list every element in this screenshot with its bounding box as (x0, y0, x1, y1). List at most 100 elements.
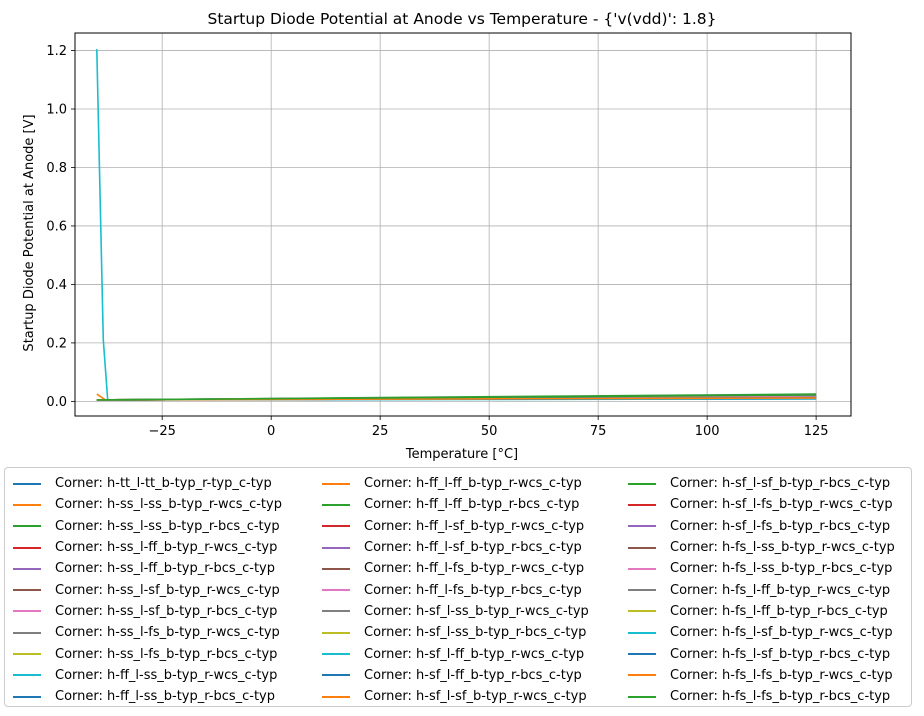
legend-item: Corner: h-fs_l-fs_b-typ_r-wcs_c-typ (620, 665, 895, 686)
legend-label: Corner: h-sf_l-ff_b-typ_r-wcs_c-typ (364, 646, 585, 662)
legend: Corner: h-tt_l-tt_b-typ_r-typ_c-typ Corne… (4, 467, 912, 707)
legend-item: Corner: h-ss_l-ss_b-typ_r-bcs_c-typ (5, 516, 282, 537)
series-line (96, 394, 817, 401)
legend-swatch (13, 589, 41, 592)
legend-swatch (322, 674, 350, 677)
legend-label: Corner: h-fs_l-ss_b-typ_r-wcs_c-typ (670, 540, 895, 556)
legend-swatch (322, 525, 350, 528)
legend-swatch (322, 503, 350, 506)
legend-label: Corner: h-sf_l-ff_b-typ_r-bcs_c-typ (364, 667, 582, 683)
legend-item: Corner: h-fs_l-ss_b-typ_r-bcs_c-typ (620, 558, 895, 579)
legend-label: Corner: h-tt_l-tt_b-typ_r-typ_c-typ (55, 476, 272, 492)
legend-swatch (628, 567, 656, 570)
legend-label: Corner: h-ff_l-sf_b-typ_r-wcs_c-typ (364, 518, 585, 534)
legend-label: Corner: h-ss_l-fs_b-typ_r-wcs_c-typ (55, 625, 280, 641)
legend-item: Corner: h-sf_l-ss_b-typ_r-bcs_c-typ (314, 622, 589, 643)
legend-item: Corner: h-ss_l-fs_b-typ_r-bcs_c-typ (5, 643, 282, 664)
x-tick-label: 50 (481, 424, 498, 439)
legend-swatch (628, 503, 656, 506)
y-tick-label: 0.0 (46, 395, 67, 410)
series-line (96, 49, 817, 401)
legend-label: Corner: h-ff_l-ss_b-typ_r-wcs_c-typ (55, 667, 278, 683)
legend-item: Corner: h-sf_l-sf_b-typ_r-wcs_c-typ (314, 686, 589, 707)
legend-item: Corner: h-tt_l-tt_b-typ_r-typ_c-typ (5, 473, 282, 494)
legend-swatch (628, 525, 656, 528)
legend-label: Corner: h-sf_l-sf_b-typ_r-wcs_c-typ (364, 689, 587, 705)
legend-item: Corner: h-fs_l-sf_b-typ_r-bcs_c-typ (620, 643, 895, 664)
legend-label: Corner: h-ss_l-ff_b-typ_r-bcs_c-typ (55, 561, 275, 577)
y-axis-label: Startup Diode Potential at Anode [V] (22, 114, 37, 351)
legend-label: Corner: h-ss_l-ff_b-typ_r-wcs_c-typ (55, 540, 278, 556)
legend-label: Corner: h-ff_l-sf_b-typ_r-bcs_c-typ (364, 540, 582, 556)
x-tick-label: 100 (695, 424, 720, 439)
legend-item: Corner: h-sf_l-ff_b-typ_r-wcs_c-typ (314, 643, 589, 664)
legend-label: Corner: h-sf_l-sf_b-typ_r-bcs_c-typ (670, 476, 891, 492)
x-tick-label: 25 (372, 424, 389, 439)
legend-item: Corner: h-fs_l-ff_b-typ_r-bcs_c-typ (620, 601, 895, 622)
legend-label: Corner: h-sf_l-fs_b-typ_r-bcs_c-typ (670, 518, 891, 534)
legend-swatch (628, 482, 656, 485)
legend-label: Corner: h-fs_l-ff_b-typ_r-wcs_c-typ (670, 582, 891, 598)
legend-item: Corner: h-sf_l-fs_b-typ_r-bcs_c-typ (620, 516, 895, 537)
legend-swatch (322, 567, 350, 570)
legend-swatch (13, 631, 41, 634)
legend-swatch (628, 589, 656, 592)
legend-swatch (628, 631, 656, 634)
legend-column: Corner: h-ff_l-ff_b-typ_r-wcs_c-typ Corne… (314, 473, 589, 707)
legend-item: Corner: h-fs_l-ff_b-typ_r-wcs_c-typ (620, 579, 895, 600)
legend-item: Corner: h-ff_l-sf_b-typ_r-bcs_c-typ (314, 537, 589, 558)
x-tick-label: 125 (804, 424, 829, 439)
legend-item: Corner: h-ff_l-sf_b-typ_r-wcs_c-typ (314, 516, 589, 537)
legend-item: Corner: h-sf_l-fs_b-typ_r-wcs_c-typ (620, 494, 895, 515)
legend-swatch (628, 653, 656, 656)
legend-label: Corner: h-fs_l-ss_b-typ_r-bcs_c-typ (670, 561, 893, 577)
legend-label: Corner: h-fs_l-sf_b-typ_r-wcs_c-typ (670, 625, 893, 641)
legend-swatch (13, 695, 41, 698)
legend-label: Corner: h-ss_l-sf_b-typ_r-bcs_c-typ (55, 603, 278, 619)
legend-label: Corner: h-sf_l-ss_b-typ_r-bcs_c-typ (364, 625, 587, 641)
legend-label: Corner: h-ss_l-sf_b-typ_r-wcs_c-typ (55, 582, 280, 598)
legend-item: Corner: h-fs_l-sf_b-typ_r-wcs_c-typ (620, 622, 895, 643)
legend-label: Corner: h-fs_l-fs_b-typ_r-wcs_c-typ (670, 667, 893, 683)
legend-swatch (322, 653, 350, 656)
legend-label: Corner: h-fs_l-ff_b-typ_r-bcs_c-typ (670, 603, 888, 619)
legend-swatch (13, 653, 41, 656)
legend-label: Corner: h-ss_l-fs_b-typ_r-bcs_c-typ (55, 646, 278, 662)
legend-swatch (322, 631, 350, 634)
legend-swatch (13, 567, 41, 570)
legend-swatch (628, 610, 656, 613)
series-lines (96, 49, 817, 401)
legend-column: Corner: h-sf_l-sf_b-typ_r-bcs_c-typ Corne… (620, 473, 895, 707)
legend-swatch (322, 546, 350, 549)
x-tick-label: 0 (267, 424, 275, 439)
legend-item: Corner: h-ss_l-sf_b-typ_r-bcs_c-typ (5, 601, 282, 622)
legend-swatch (628, 546, 656, 549)
legend-item: Corner: h-fs_l-ss_b-typ_r-wcs_c-typ (620, 537, 895, 558)
plot-frame (74, 32, 852, 417)
legend-label: Corner: h-ff_l-ss_b-typ_r-bcs_c-typ (55, 689, 275, 705)
legend-item: Corner: h-ss_l-ff_b-typ_r-wcs_c-typ (5, 537, 282, 558)
y-tick-label: 0.2 (46, 336, 67, 351)
legend-label: Corner: h-ff_l-fs_b-typ_r-wcs_c-typ (364, 561, 585, 577)
legend-swatch (13, 482, 41, 485)
legend-item: Corner: h-ss_l-sf_b-typ_r-wcs_c-typ (5, 579, 282, 600)
y-tick-label: 0.6 (46, 219, 67, 234)
legend-item: Corner: h-fs_l-fs_b-typ_r-bcs_c-typ (620, 686, 895, 707)
legend-item: Corner: h-ff_l-ss_b-typ_r-wcs_c-typ (5, 665, 282, 686)
legend-item: Corner: h-ss_l-ss_b-typ_r-wcs_c-typ (5, 494, 282, 515)
x-axis-label: Temperature [°C] (405, 447, 518, 462)
legend-item: Corner: h-ss_l-ff_b-typ_r-bcs_c-typ (5, 558, 282, 579)
legend-swatch (322, 695, 350, 698)
axis-ticks: −25 0 25 50 75 100 125 0.0 0.2 0.4 0.6 0.8 1.0 1.2 (46, 44, 828, 439)
legend-item: Corner: h-ff_l-ff_b-typ_r-wcs_c-typ (314, 473, 589, 494)
legend-label: Corner: h-ss_l-ss_b-typ_r-bcs_c-typ (55, 518, 280, 534)
legend-swatch (322, 482, 350, 485)
legend-swatch (322, 589, 350, 592)
legend-item: Corner: h-sf_l-ff_b-typ_r-bcs_c-typ (314, 665, 589, 686)
legend-label: Corner: h-ff_l-fs_b-typ_r-bcs_c-typ (364, 582, 582, 598)
legend-label: Corner: h-sf_l-ss_b-typ_r-wcs_c-typ (364, 603, 589, 619)
legend-label: Corner: h-ff_l-ff_b-typ_r-bcs_c-typ (364, 497, 580, 513)
legend-item: Corner: h-sf_l-sf_b-typ_r-bcs_c-typ (620, 473, 895, 494)
legend-item: Corner: h-ss_l-fs_b-typ_r-wcs_c-typ (5, 622, 282, 643)
